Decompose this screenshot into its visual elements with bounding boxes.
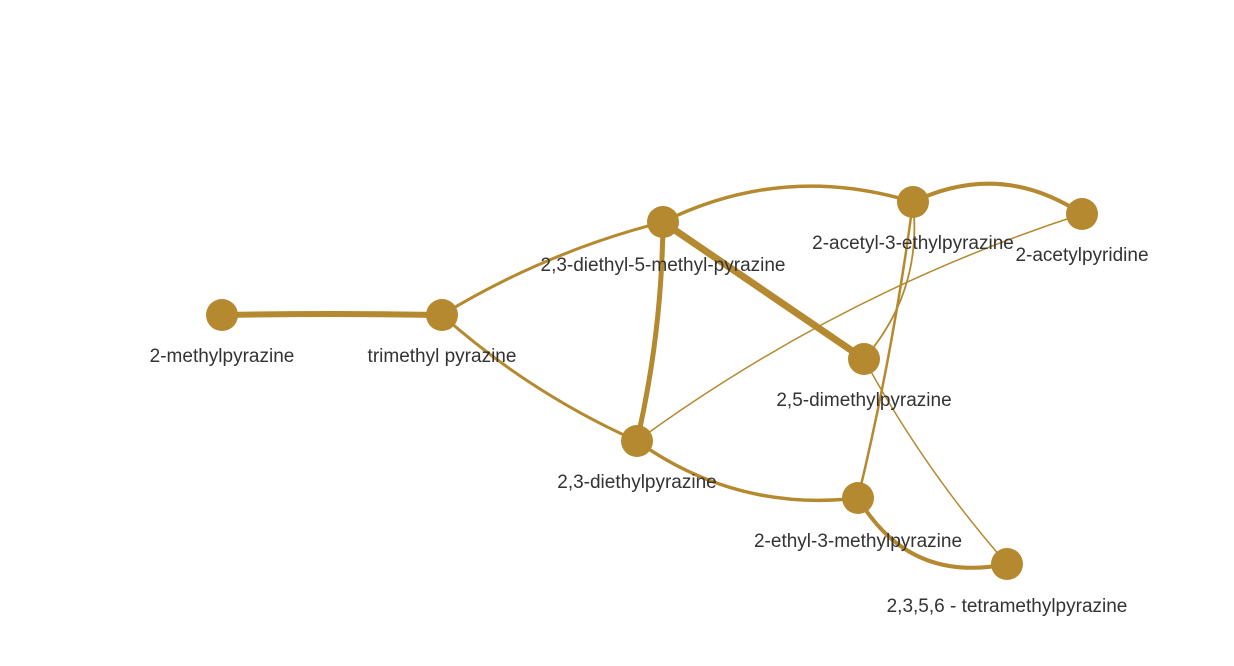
edge-dmp-ttp (863, 358, 1008, 565)
node-label-apy: 2-acetylpyridine (1015, 245, 1148, 266)
node-apy[interactable] (1066, 198, 1098, 230)
edge-tmp-dem (440, 220, 665, 317)
edges-layer (219, 181, 1084, 570)
nodes-layer (206, 186, 1098, 580)
edge-apy-dep (636, 213, 1083, 442)
node-label-dem: 2,3-diethyl-5-methyl-pyrazine (541, 255, 786, 276)
node-aep[interactable] (897, 186, 929, 218)
edge-emp-ttp (856, 496, 1009, 570)
node-label-aep: 2-acetyl-3-ethylpyrazine (812, 233, 1014, 254)
edge-tmp-dep (440, 313, 639, 443)
edge-dem-dmp (659, 218, 868, 363)
edge-dep-emp (635, 439, 860, 503)
edge-dem-aep (661, 184, 915, 224)
node-label-dep: 2,3-diethylpyrazine (557, 472, 716, 493)
node-label-tmp: trimethyl pyrazine (368, 346, 517, 367)
edge-aep-emp (856, 200, 915, 500)
edge-aep-apy (911, 181, 1084, 216)
node-tmp[interactable] (426, 299, 458, 331)
node-label-ttp: 2,3,5,6 - tetramethylpyrazine (887, 596, 1128, 617)
node-ttp[interactable] (991, 548, 1023, 580)
labels-layer: 2-methylpyrazine trimethyl pyrazine 2,3-di… (150, 233, 1149, 617)
node-label-dmp: 2,5-dimethylpyrazine (776, 390, 951, 411)
node-dem[interactable] (647, 206, 679, 238)
edge-2mp-tmp (219, 311, 445, 318)
node-dmp[interactable] (848, 343, 880, 375)
node-emp[interactable] (842, 482, 874, 514)
edge-aep-dmp (863, 201, 916, 360)
node-2mp[interactable] (206, 299, 238, 331)
node-label-2mp: 2-methylpyrazine (150, 346, 295, 367)
edge-dem-dep (634, 219, 666, 444)
node-label-emp: 2-ethyl-3-methylpyrazine (754, 531, 962, 552)
node-dep[interactable] (621, 425, 653, 457)
